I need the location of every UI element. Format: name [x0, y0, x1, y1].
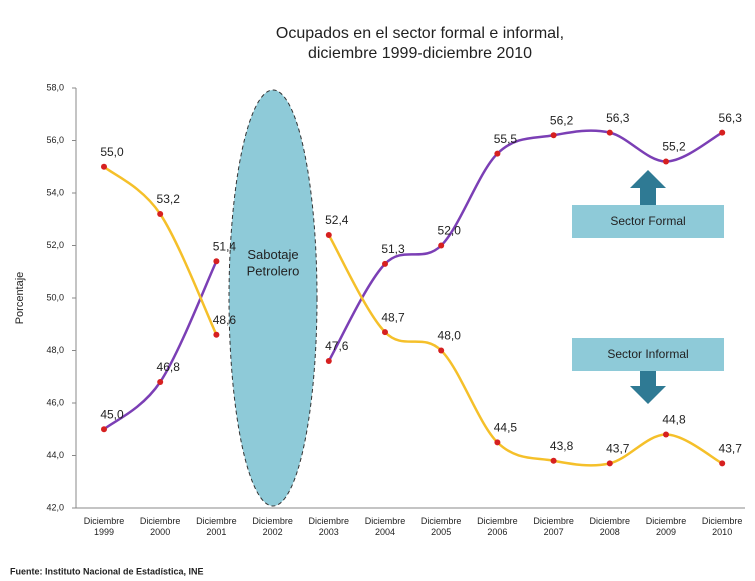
annotation: Sabotaje Petrolero	[247, 247, 300, 278]
x-tick-label: Diciembre 2001	[196, 516, 237, 537]
y-tick-label: 56,0	[46, 135, 64, 145]
marker	[663, 431, 669, 438]
x-tick-label: Diciembre 2006	[477, 516, 518, 537]
data-label: 53,2	[157, 192, 181, 206]
x-tick-label: Diciembre 2003	[308, 516, 350, 537]
x-tick-label: Diciembre 2005	[420, 516, 462, 537]
marker	[157, 379, 164, 385]
source: Fuente: Instituto Nacional de Estadístic…	[10, 566, 204, 576]
y-tick-label: 54,0	[46, 187, 64, 197]
marker	[325, 232, 332, 238]
formal-box	[572, 205, 724, 238]
x-tick-label: Diciembre 2007	[533, 516, 574, 537]
chart-title: Ocupados en el sector formal e informal,…	[276, 25, 564, 62]
data-label: 48,7	[381, 310, 405, 324]
marker	[157, 211, 164, 217]
annotation: Sector Formal	[610, 214, 685, 228]
x-tick-label: Diciembre 2002	[252, 516, 293, 537]
marker	[438, 242, 445, 249]
data-label: 43,7	[606, 442, 630, 456]
data-label: 43,7	[719, 442, 743, 456]
y-tick-label: 46,0	[46, 397, 64, 407]
marker	[719, 129, 726, 136]
y-tick-label: 52,0	[46, 240, 64, 250]
marker	[382, 260, 388, 267]
marker	[325, 358, 332, 364]
y-tick-label: 48,0	[46, 345, 64, 355]
data-label: 51,3	[381, 242, 405, 256]
x-tick-label: Diciembre 2008	[589, 516, 631, 537]
x-tick-label: Diciembre 2010	[701, 516, 743, 537]
x-tick-label: Diciembre 1999	[83, 516, 125, 537]
marker	[382, 329, 388, 336]
data-label: 52,4	[325, 213, 349, 227]
marker	[719, 460, 726, 467]
up-arrow	[630, 170, 666, 205]
data-label: 56,3	[719, 111, 743, 125]
data-label: 45,0	[100, 407, 124, 421]
marker	[550, 457, 557, 464]
marker	[494, 439, 501, 446]
y-tick-label: 44,0	[46, 450, 64, 460]
data-label: 48,6	[213, 313, 237, 327]
data-label: 43,8	[550, 439, 574, 453]
series-line	[103, 129, 723, 431]
data-label: 46,8	[157, 360, 181, 374]
marker	[606, 129, 613, 136]
data-label: 55,2	[662, 140, 686, 154]
data-label: 55,0	[100, 145, 124, 159]
data-label: 44,8	[662, 413, 686, 427]
marker	[663, 158, 669, 165]
marker	[494, 150, 501, 157]
x-tick-label: Diciembre 2009	[645, 516, 687, 537]
data-label: 48,0	[438, 329, 462, 343]
data-label: 56,3	[606, 111, 630, 125]
data-label: 55,5	[494, 132, 518, 146]
informal-box	[572, 338, 724, 371]
y-axis-label: Porcentaje	[14, 272, 26, 325]
sabotage-ellipse	[228, 89, 318, 507]
down-arrow	[630, 371, 666, 404]
data-label: 52,0	[438, 224, 462, 238]
marker	[550, 132, 557, 139]
data-label: 56,2	[550, 113, 574, 127]
y-tick-label: 50,0	[46, 292, 64, 302]
data-label: 44,5	[494, 421, 518, 435]
y-tick-label: 58,0	[46, 82, 64, 92]
annotation: Sector Informal	[607, 347, 688, 361]
x-tick-label: Diciembre 2004	[364, 516, 406, 537]
marker	[213, 258, 220, 265]
x-tick-label: Diciembre 2000	[139, 516, 181, 537]
data-label: 51,4	[213, 239, 237, 253]
y-tick-label: 42,0	[46, 502, 64, 512]
marker	[438, 347, 445, 354]
marker	[606, 460, 613, 467]
data-label: 47,6	[325, 339, 349, 353]
marker	[213, 331, 220, 338]
marker	[101, 426, 107, 433]
marker	[101, 163, 107, 170]
